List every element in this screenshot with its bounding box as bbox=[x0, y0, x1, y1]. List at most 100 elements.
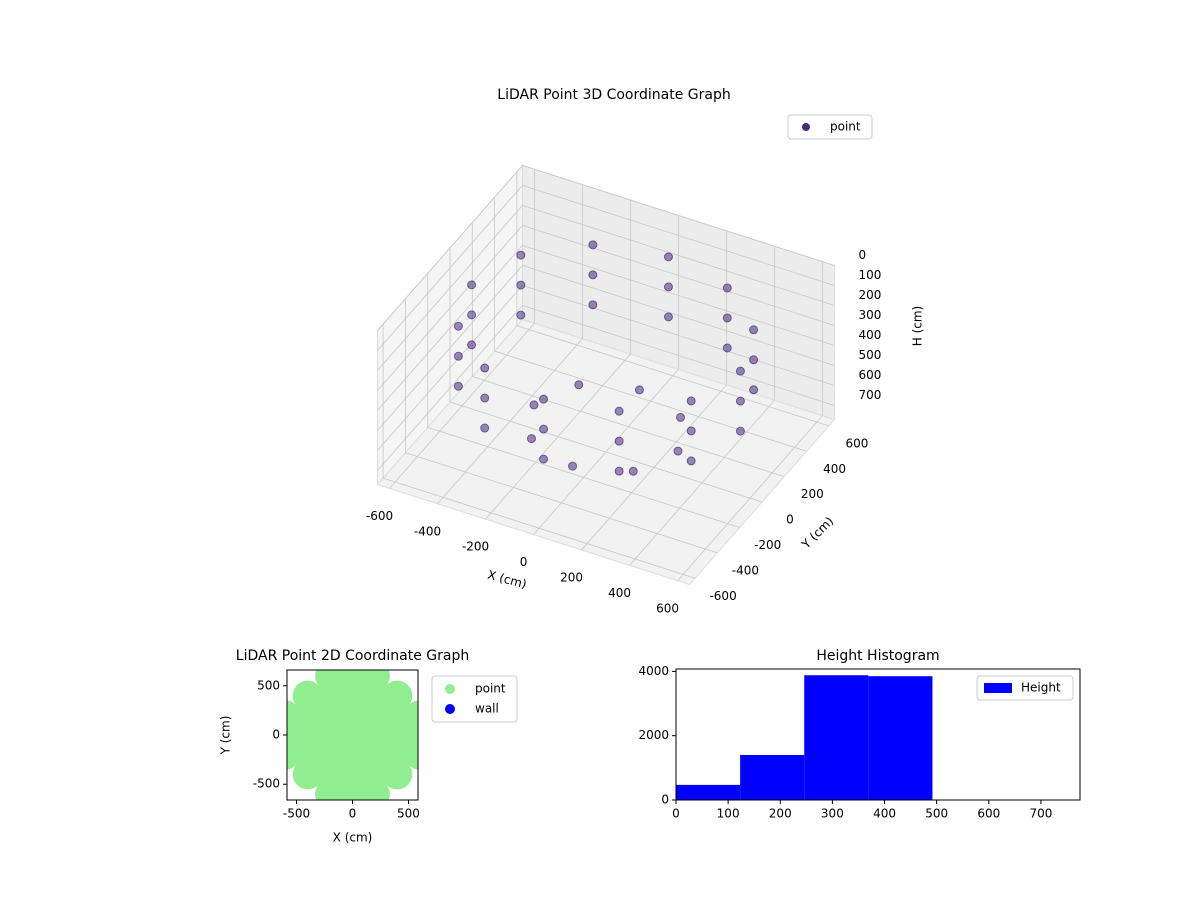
grid-line bbox=[377, 245, 523, 411]
plot-area bbox=[287, 670, 418, 800]
x-tick-label: 400 bbox=[608, 586, 631, 600]
grid-line bbox=[377, 285, 523, 451]
legend-swatch bbox=[984, 683, 1012, 693]
point bbox=[480, 393, 490, 403]
x-tick-label: 200 bbox=[769, 807, 792, 821]
point bbox=[529, 400, 539, 410]
point bbox=[539, 454, 549, 464]
grid-line bbox=[522, 165, 835, 266]
point bbox=[673, 446, 683, 456]
x-tick-label: 600 bbox=[656, 601, 679, 615]
x-tick-label: 500 bbox=[925, 807, 948, 821]
chart-title: Height Histogram bbox=[816, 648, 939, 664]
x-tick-label: 0 bbox=[520, 555, 528, 569]
y-tick-label: -500 bbox=[253, 777, 280, 791]
grid-line bbox=[427, 426, 740, 528]
point bbox=[516, 250, 526, 260]
x-tick-label: -400 bbox=[414, 524, 441, 538]
grid-line bbox=[522, 205, 835, 306]
point bbox=[480, 423, 490, 433]
y-tick-label: 500 bbox=[257, 678, 280, 692]
grid-line bbox=[522, 225, 835, 326]
z-tick-label: 0 bbox=[858, 248, 866, 262]
legend-marker bbox=[445, 704, 455, 714]
point bbox=[686, 426, 696, 436]
z-tick-label: 200 bbox=[858, 288, 881, 302]
x-tick-label: 300 bbox=[821, 807, 844, 821]
point bbox=[686, 396, 696, 406]
y-tick-label: 0 bbox=[786, 513, 794, 527]
legend-label: point bbox=[830, 120, 861, 134]
grid-line bbox=[377, 165, 523, 331]
bar bbox=[804, 675, 869, 800]
point bbox=[292, 680, 323, 711]
point bbox=[453, 381, 463, 391]
y-tick-label: 4000 bbox=[638, 664, 669, 678]
grid-line bbox=[472, 376, 785, 478]
point bbox=[663, 252, 673, 262]
y-tick-label: -600 bbox=[709, 589, 736, 603]
legend-marker bbox=[445, 684, 455, 694]
point bbox=[467, 340, 477, 350]
point bbox=[526, 434, 536, 444]
y-tick-label: 400 bbox=[823, 462, 846, 476]
point bbox=[467, 310, 477, 320]
z-axis-label: H (cm) bbox=[911, 306, 925, 347]
bar bbox=[676, 784, 741, 800]
z-tick-label: 600 bbox=[858, 368, 881, 382]
grid-line bbox=[516, 325, 830, 427]
grid-line bbox=[449, 401, 763, 503]
x-tick-label: -500 bbox=[283, 807, 310, 821]
z-tick-label: 300 bbox=[858, 308, 881, 322]
legend-label: point bbox=[475, 682, 506, 696]
point bbox=[404, 700, 418, 731]
point bbox=[588, 270, 598, 280]
x-tick-label: 0 bbox=[672, 807, 680, 821]
point bbox=[588, 300, 598, 310]
grid-line bbox=[377, 185, 523, 351]
grid-line bbox=[522, 285, 835, 386]
point bbox=[663, 282, 673, 292]
bar bbox=[740, 754, 805, 800]
point bbox=[735, 396, 745, 406]
y-axis-label: Y (cm) bbox=[219, 716, 233, 756]
grid-line bbox=[494, 350, 807, 452]
point bbox=[749, 385, 759, 395]
x-tick-label: -600 bbox=[366, 509, 393, 523]
y-tick-label: 0 bbox=[661, 793, 669, 807]
point bbox=[480, 363, 490, 373]
point bbox=[516, 310, 526, 320]
y-tick-label: -400 bbox=[732, 563, 759, 577]
legend-label: wall bbox=[475, 702, 499, 716]
grid-line bbox=[522, 305, 835, 406]
y-tick-label: 600 bbox=[845, 436, 868, 450]
y-tick-label: 200 bbox=[801, 487, 824, 501]
point bbox=[676, 412, 686, 422]
bar bbox=[868, 676, 933, 800]
y-tick-label: -200 bbox=[754, 538, 781, 552]
grid-line bbox=[377, 225, 523, 391]
point bbox=[539, 424, 549, 434]
point bbox=[568, 461, 578, 471]
point bbox=[628, 466, 638, 476]
x-tick-label: 100 bbox=[717, 807, 740, 821]
point bbox=[749, 355, 759, 365]
point bbox=[722, 343, 732, 353]
point bbox=[614, 406, 624, 416]
point bbox=[686, 456, 696, 466]
z-tick-label: 100 bbox=[858, 268, 881, 282]
point bbox=[453, 321, 463, 331]
grid-line bbox=[377, 305, 523, 471]
point bbox=[614, 466, 624, 476]
point bbox=[634, 385, 644, 395]
legend-label: Height bbox=[1021, 681, 1061, 695]
x-tick-label: 600 bbox=[977, 807, 1000, 821]
point bbox=[453, 351, 463, 361]
legend-marker bbox=[802, 123, 810, 131]
x-tick-label: 200 bbox=[560, 570, 583, 584]
point bbox=[614, 436, 624, 446]
point bbox=[749, 325, 759, 335]
point bbox=[467, 280, 477, 290]
grid-line bbox=[382, 477, 696, 579]
